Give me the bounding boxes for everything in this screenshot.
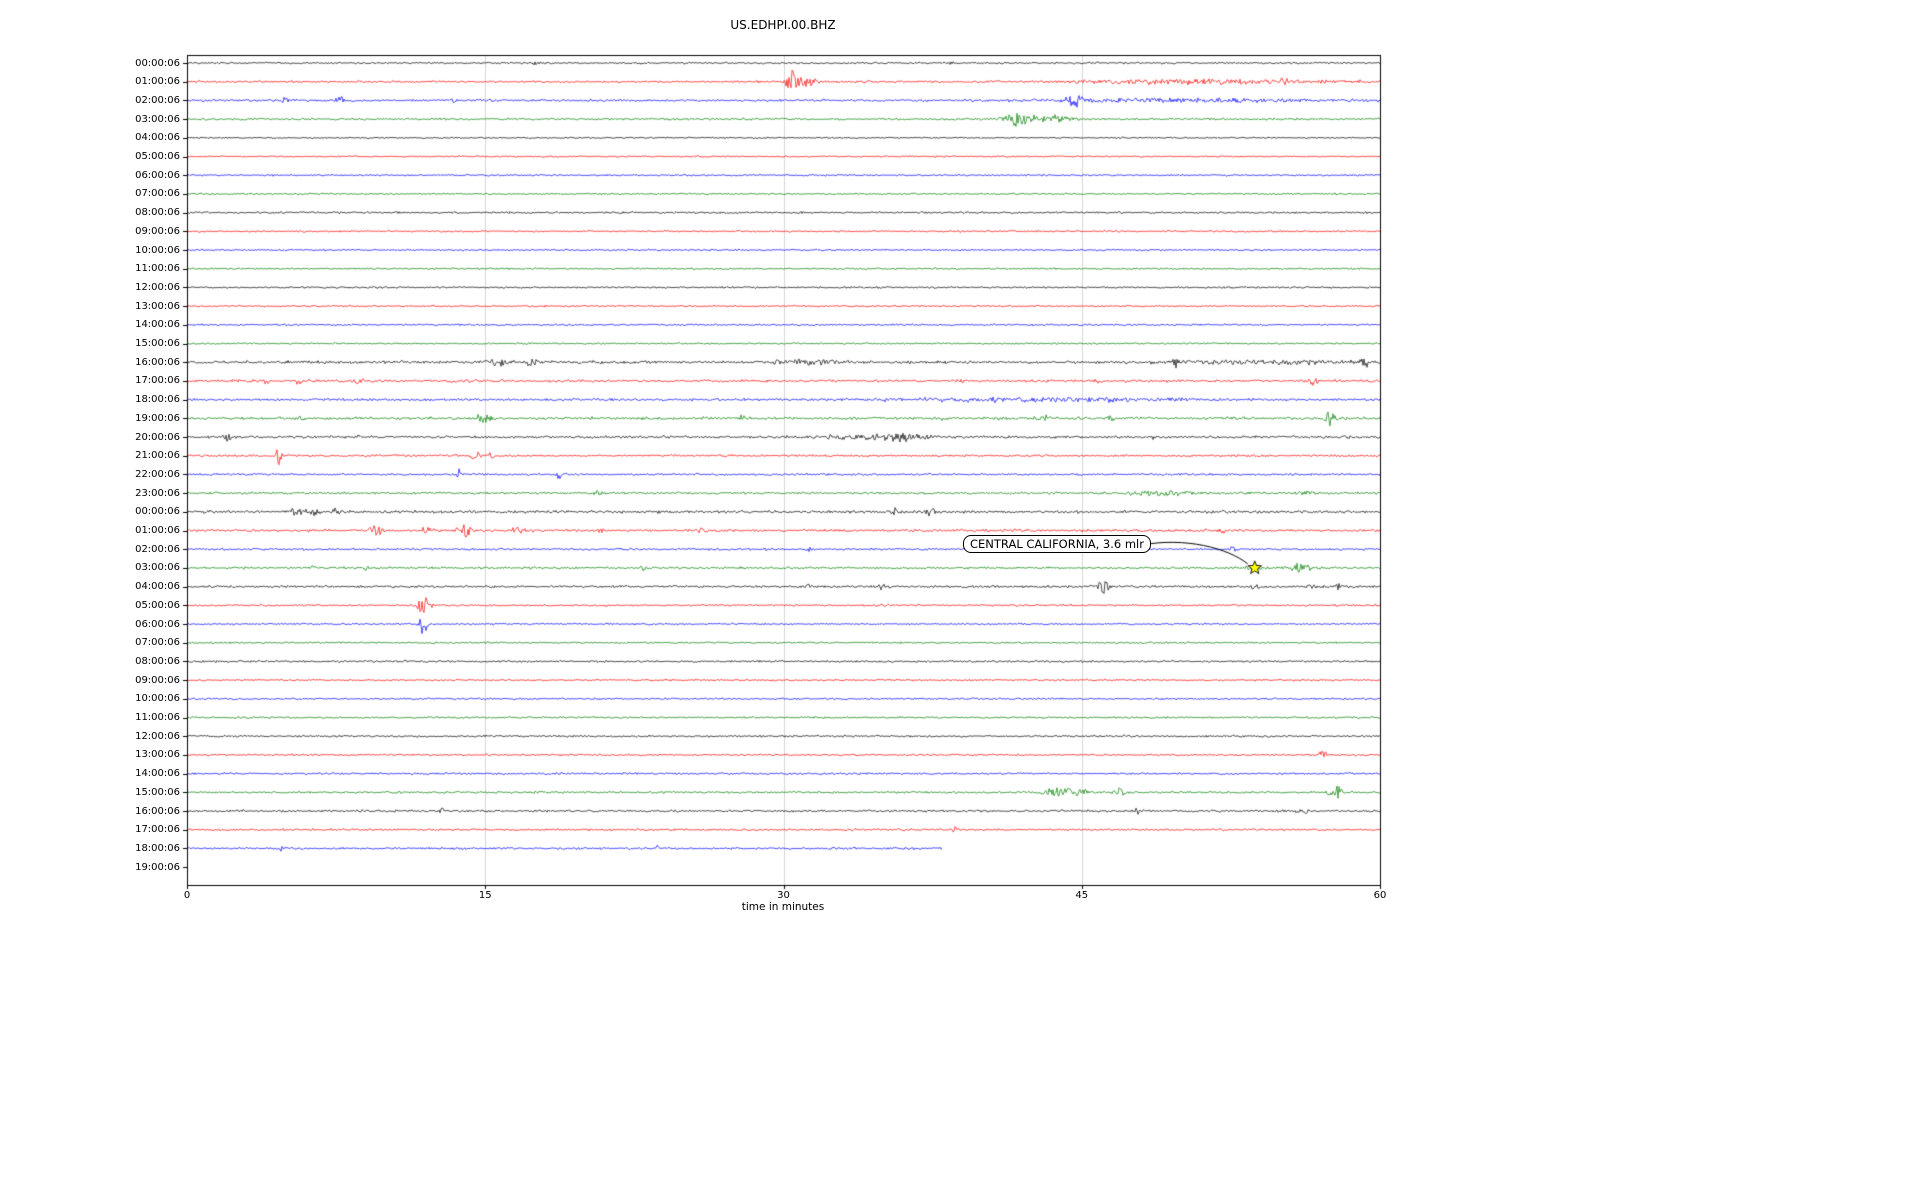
x-axis-tick-label: 15 [478, 890, 492, 901]
y-axis-label: 17:00:06 [135, 824, 180, 836]
y-axis-label: 03:00:06 [135, 113, 180, 125]
y-axis-label: 11:00:06 [135, 263, 180, 275]
y-axis-label: 23:00:06 [135, 487, 180, 499]
y-axis-label: 12:00:06 [135, 730, 180, 742]
y-axis-label: 13:00:06 [135, 300, 180, 312]
y-axis-label: 00:00:06 [135, 57, 180, 69]
y-axis-label: 01:00:06 [135, 525, 180, 536]
y-axis-label: 04:00:06 [135, 581, 180, 593]
x-axis-tick-label: 30 [777, 890, 790, 901]
y-axis-label: 15:00:06 [135, 338, 180, 349]
y-axis-label: 07:00:06 [135, 188, 180, 200]
x-axis-tick-label: 0 [183, 890, 191, 901]
y-axis-label: 16:00:06 [135, 805, 180, 817]
y-axis-label: 01:00:06 [135, 76, 180, 88]
y-axis-label: 09:00:06 [135, 225, 180, 237]
y-axis-label: 07:00:06 [135, 637, 180, 649]
y-axis-label: 02:00:06 [135, 543, 180, 555]
y-axis-label: 03:00:06 [135, 562, 180, 574]
y-axis-label: 22:00:06 [135, 468, 180, 480]
y-axis-label: 20:00:06 [135, 431, 180, 443]
y-axis-label: 10:00:06 [135, 244, 180, 256]
x-axis-tick-label: 60 [1373, 890, 1387, 901]
y-axis-label: 19:00:06 [135, 861, 180, 873]
y-axis-label: 21:00:06 [135, 450, 180, 462]
y-axis-label: 05:00:06 [135, 151, 180, 162]
y-axis-label: 05:00:06 [135, 599, 180, 611]
event-annotation-label: CENTRAL CALIFORNIA, 3.6 mlr [963, 535, 1151, 553]
y-axis-label: 14:00:06 [135, 768, 180, 780]
y-axis-label: 09:00:06 [135, 674, 180, 686]
y-axis-label: 00:00:06 [135, 506, 180, 518]
y-axis-label: 13:00:06 [135, 749, 180, 761]
y-axis-label: 12:00:06 [135, 281, 180, 293]
y-axis-label: 06:00:06 [135, 169, 180, 181]
y-axis-label: 02:00:06 [135, 94, 180, 106]
y-axis-label: 10:00:06 [135, 693, 180, 705]
y-axis-label: 04:00:06 [135, 132, 180, 144]
y-axis-label: 18:00:06 [135, 842, 180, 854]
y-axis-label: 16:00:06 [135, 356, 180, 368]
chart-title: US.EDHPI.00.BHZ [730, 18, 836, 32]
x-axis-title: time in minutes [741, 901, 825, 913]
y-axis-label: 08:00:06 [135, 655, 180, 667]
y-axis-label: 17:00:06 [135, 375, 180, 387]
y-axis-label: 06:00:06 [135, 618, 180, 630]
y-axis-label: 11:00:06 [135, 712, 180, 723]
x-axis-tick-label: 45 [1075, 890, 1089, 901]
y-axis-label: 19:00:06 [135, 412, 180, 424]
y-axis-label: 15:00:06 [135, 786, 180, 798]
y-axis-label: 14:00:06 [135, 319, 180, 331]
y-axis-label: 18:00:06 [135, 394, 180, 406]
y-axis-label: 08:00:06 [135, 207, 180, 219]
